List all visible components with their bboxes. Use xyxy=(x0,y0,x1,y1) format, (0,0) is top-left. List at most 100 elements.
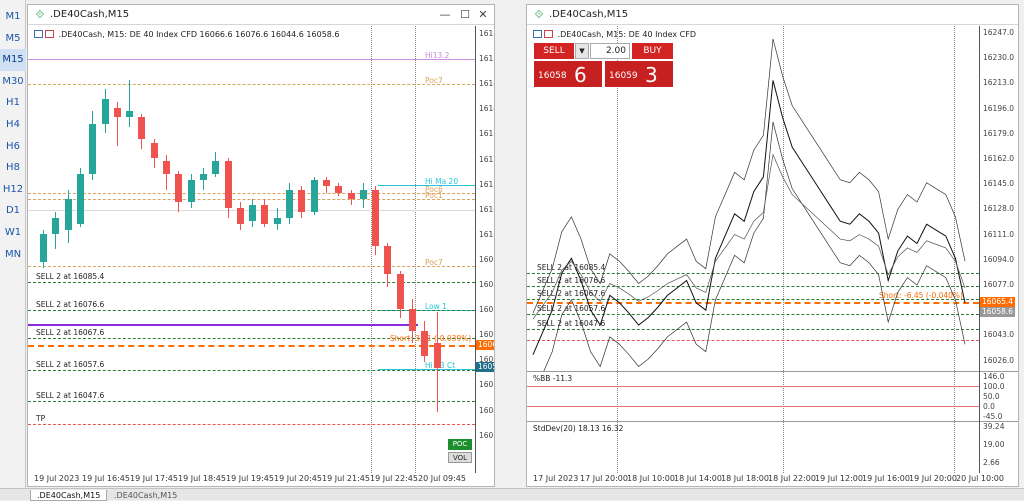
close-button[interactable]: ✕ xyxy=(478,8,488,21)
time-tick-label: 18 Jul 18:00 xyxy=(721,474,769,483)
legend-text: .DE40Cash, M15: DE 40 Index CFD 16066.6 … xyxy=(58,30,340,39)
candle-body xyxy=(261,205,269,225)
time-tick-label: 18 Jul 22:00 xyxy=(768,474,816,483)
window-titlebar: ⟐ .DE40Cash,M15 xyxy=(527,5,1018,25)
timeframe-sidebar: M1 M5 M15 M30 H1 H4 H6 H8 H12 D1 W1 MN xyxy=(0,0,26,488)
time-tick-label: 19 Jul 18:45 xyxy=(178,474,226,483)
price-tick-label: 16076.6 xyxy=(479,305,494,315)
price-tick-label: 16156.6 xyxy=(479,54,494,64)
volume-input[interactable]: 2.00 xyxy=(590,43,630,59)
price-tick-label: 16043.0 xyxy=(983,330,1015,340)
order-label: SELL 2 at 16085.4 xyxy=(537,262,606,272)
price-tick-label: 16077.0 xyxy=(983,280,1015,289)
stddev-indicator-separator xyxy=(527,421,1018,422)
price-tick-label: 16230.0 xyxy=(983,53,1015,63)
window-title: .DE40Cash,M15 xyxy=(50,9,130,20)
tab-chart-1[interactable]: .DE40Cash,M15 xyxy=(30,490,108,501)
order-line xyxy=(28,282,475,284)
chart-icon: ⟐ xyxy=(35,8,45,21)
level-label: Poc7 xyxy=(425,258,443,268)
minimize-button[interactable]: — xyxy=(439,8,451,21)
price-tick-label: 16026.0 xyxy=(983,355,1015,365)
price-series xyxy=(532,80,966,355)
candle-body xyxy=(236,208,244,225)
time-tick-label: 20 Jul 10:00 xyxy=(956,474,1004,483)
order-label: SELL 2 at 16047.6 xyxy=(537,318,606,328)
timeframe-d1-button[interactable]: D1 xyxy=(5,205,21,217)
time-tick-label: 19 Jul 19:45 xyxy=(226,474,274,483)
order-line xyxy=(527,285,979,287)
order-line xyxy=(28,338,475,340)
candle-body xyxy=(286,189,293,218)
buy-button[interactable]: BUY xyxy=(632,43,673,59)
bollinger-upper-band xyxy=(532,38,966,314)
timeframe-h12-button[interactable]: H12 xyxy=(2,183,24,195)
candle-body xyxy=(335,186,343,193)
time-tick-label: 19 Jul 20:00 xyxy=(909,474,957,483)
order-line xyxy=(28,310,475,312)
price-level-line xyxy=(378,369,475,371)
order-line xyxy=(28,369,475,371)
tp-line xyxy=(527,339,979,341)
timeframe-h6-button[interactable]: H6 xyxy=(6,140,20,152)
level-label: Poc1 xyxy=(425,191,443,201)
timeframe-mn-button[interactable]: MN xyxy=(4,248,22,260)
price-level-line xyxy=(378,184,475,186)
price-level-line xyxy=(28,59,475,61)
candle-body xyxy=(113,108,121,118)
timeframe-m5-button[interactable]: M5 xyxy=(5,32,21,44)
chart-icon: ⟐ xyxy=(534,8,544,21)
time-tick-label: 19 Jul 20:45 xyxy=(274,474,322,483)
tp-line xyxy=(28,424,475,426)
order-label: SELL 2 at 16076.6 xyxy=(537,275,606,285)
timeframe-m30-button[interactable]: M30 xyxy=(2,75,24,87)
short-position-line xyxy=(527,302,979,305)
order-label: SELL 2 at 16067.6 xyxy=(537,288,606,298)
volume-down-icon[interactable]: ▼ xyxy=(575,43,589,59)
maximize-button[interactable]: ☐ xyxy=(460,8,470,21)
tab-chart-2[interactable]: .DE40Cash,M15 xyxy=(114,491,178,500)
candle-wick xyxy=(129,79,131,127)
candle-body xyxy=(52,217,60,234)
poc-button[interactable]: POC xyxy=(448,439,472,450)
sell-button[interactable]: SELL xyxy=(534,43,574,59)
timeframe-h8-button[interactable]: H8 xyxy=(6,162,20,174)
candle-body xyxy=(199,173,207,181)
price-tick-label: 16162.0 xyxy=(983,154,1015,163)
timeframe-h1-button[interactable]: H1 xyxy=(6,97,20,109)
price-tick-label: 16128.0 xyxy=(983,204,1015,214)
time-tick-label: 19 Jul 21:45 xyxy=(322,474,370,483)
candle-body xyxy=(273,217,281,225)
price-tick-label: 16213.0 xyxy=(983,78,1015,88)
time-tick-label: 20 Jul 09:45 xyxy=(418,474,466,483)
price-level-line xyxy=(28,84,475,86)
price-chart[interactable]: .DE40Cash, M15: DE 40 Index CFD 16247.0 1… xyxy=(527,26,1018,473)
time-tick-label: 18 Jul 10:00 xyxy=(627,474,675,483)
short-position-line xyxy=(28,344,475,347)
sell-quote-big: 6 xyxy=(574,63,587,87)
bb-level-line xyxy=(527,386,979,387)
timeframe-m1-button[interactable]: M1 xyxy=(5,11,21,22)
bb-axis-line xyxy=(979,371,980,421)
timeframe-h4-button[interactable]: H4 xyxy=(6,119,20,130)
timeframe-m15-button[interactable]: M15 xyxy=(0,49,26,71)
time-tick-label: 18 Jul 14:00 xyxy=(674,474,722,483)
vol-button[interactable]: VOL xyxy=(448,452,472,463)
sell-quote[interactable]: 16058 6 xyxy=(534,61,602,87)
buy-quote[interactable]: 16059 3 xyxy=(605,61,673,87)
candle-body xyxy=(187,180,195,203)
timeframe-w1-button[interactable]: W1 xyxy=(4,227,22,238)
buy-quote-small: 16059 xyxy=(609,71,638,81)
bb-level-label: 100.0 xyxy=(983,382,1005,391)
candle-body xyxy=(163,161,170,174)
price-chart[interactable]: .DE40Cash, M15: DE 40 Index CFD 16066.6 … xyxy=(28,26,494,473)
price-tick-label: 16084.6 xyxy=(479,280,494,289)
candle-body xyxy=(396,274,404,309)
price-level-line xyxy=(28,199,475,201)
bb-level-label: 0.0 xyxy=(983,402,995,411)
period-separator xyxy=(954,26,955,473)
time-tick-label: 17 Jul 20:00 xyxy=(580,474,628,483)
bid-price-tag: 16058.6 xyxy=(476,361,494,372)
time-tick-label: 19 Jul 2023 xyxy=(34,474,80,483)
